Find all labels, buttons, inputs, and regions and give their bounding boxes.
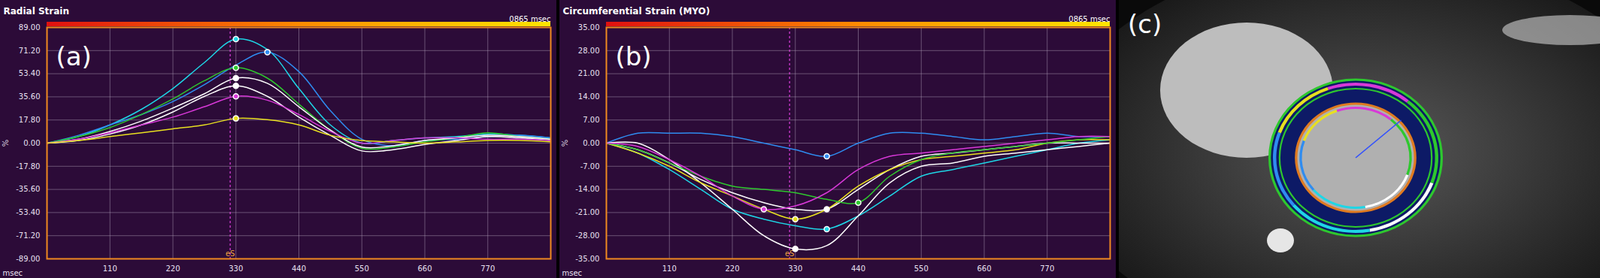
svg-text:550: 550 bbox=[914, 264, 929, 273]
svg-text:%: % bbox=[1, 139, 10, 148]
svg-text:440: 440 bbox=[851, 264, 866, 273]
svg-text:-28.00: -28.00 bbox=[575, 231, 600, 240]
svg-text:-89.00: -89.00 bbox=[15, 254, 40, 264]
svg-text:-21.00: -21.00 bbox=[575, 208, 600, 217]
svg-text:28.00: 28.00 bbox=[578, 46, 600, 55]
svg-text:-53.40: -53.40 bbox=[15, 208, 40, 217]
svg-text:%: % bbox=[560, 139, 570, 148]
svg-text:330: 330 bbox=[787, 264, 803, 273]
svg-text:7.00: 7.00 bbox=[582, 115, 600, 125]
svg-text:-35.00: -35.00 bbox=[575, 254, 600, 264]
svg-text:220: 220 bbox=[165, 264, 180, 273]
svg-text:-7.00: -7.00 bbox=[580, 162, 600, 171]
svg-text:660: 660 bbox=[976, 264, 991, 273]
svg-text:89.00: 89.00 bbox=[18, 23, 41, 32]
svg-text:71.20: 71.20 bbox=[18, 46, 41, 55]
svg-text:eS: eS bbox=[225, 249, 236, 258]
svg-text:-35.60: -35.60 bbox=[15, 184, 40, 194]
svg-text:550: 550 bbox=[354, 264, 370, 273]
svg-text:35.60: 35.60 bbox=[18, 92, 41, 101]
svg-text:53.40: 53.40 bbox=[18, 69, 41, 78]
svg-text:660: 660 bbox=[417, 264, 432, 273]
svg-text:110: 110 bbox=[103, 264, 118, 273]
svg-text:440: 440 bbox=[291, 264, 307, 273]
svg-text:21.00: 21.00 bbox=[578, 69, 600, 78]
svg-text:msec: msec bbox=[562, 269, 583, 278]
svg-text:110: 110 bbox=[662, 264, 677, 273]
svg-text:14.00: 14.00 bbox=[578, 92, 600, 101]
svg-text:770: 770 bbox=[1039, 264, 1055, 273]
svg-text:(b): (b) bbox=[615, 41, 652, 72]
svg-text:msec: msec bbox=[3, 269, 24, 278]
svg-text:35.00: 35.00 bbox=[578, 23, 600, 32]
svg-text:0.00: 0.00 bbox=[23, 139, 40, 148]
svg-text:770: 770 bbox=[480, 264, 495, 273]
svg-text:17.80: 17.80 bbox=[18, 115, 41, 125]
svg-text:Radial Strain: Radial Strain bbox=[3, 6, 70, 17]
svg-text:-14.00: -14.00 bbox=[575, 184, 600, 194]
svg-text:0865 msec: 0865 msec bbox=[1068, 14, 1111, 24]
svg-text:Circumferential Strain (MYO): Circumferential Strain (MYO) bbox=[563, 6, 711, 17]
svg-text:0865 msec: 0865 msec bbox=[509, 14, 551, 24]
svg-text:330: 330 bbox=[228, 264, 243, 273]
svg-text:(c): (c) bbox=[1127, 9, 1162, 40]
svg-text:(a): (a) bbox=[56, 41, 92, 72]
svg-text:eS: eS bbox=[784, 249, 795, 258]
svg-text:-71.20: -71.20 bbox=[15, 231, 40, 240]
svg-text:0.00: 0.00 bbox=[582, 139, 600, 148]
svg-text:-17.80: -17.80 bbox=[15, 162, 40, 171]
svg-text:220: 220 bbox=[724, 264, 740, 273]
